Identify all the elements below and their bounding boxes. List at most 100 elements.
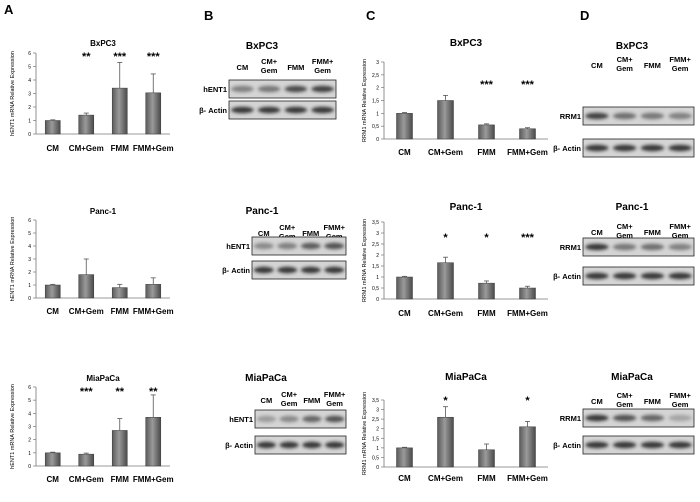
lane-label: Gem	[279, 232, 296, 241]
lane-label: FMM+	[669, 391, 691, 400]
y-tick-label: 1,5	[372, 264, 379, 270]
target-band	[640, 112, 665, 120]
category-label: FMM	[477, 309, 496, 318]
bar-fmm+gem	[145, 417, 162, 467]
lane-label: FMM	[644, 61, 661, 70]
chart-a-bxpc3: BxPC3 hENT1 mRNA Relative Expression 0 1 2 3 4…	[10, 39, 174, 153]
significance-marker: *	[484, 232, 489, 244]
significance-marker: ***	[480, 79, 494, 91]
lane-label: CM	[258, 229, 270, 238]
category-label: CM+Gem	[428, 148, 463, 157]
blot-title: BxPC3	[246, 41, 279, 52]
y-tick-label: 2	[28, 105, 31, 111]
actin-band	[585, 272, 609, 280]
y-tick-label: 2,5	[372, 73, 379, 79]
target-band	[284, 85, 308, 93]
chart-title: MiaPaCa	[445, 372, 487, 383]
actin-blot-strip	[251, 260, 347, 280]
y-axis-label: hENT1 mRNA Relative Expression	[10, 384, 16, 469]
actin-band	[311, 106, 334, 114]
actin-band	[640, 144, 665, 152]
target-blot-strip	[228, 79, 337, 99]
lane-label: Gem	[616, 231, 633, 240]
bar-fmm	[478, 282, 495, 300]
category-label: FMM+Gem	[507, 309, 548, 318]
significance-marker: ***	[80, 386, 94, 398]
target-band	[253, 242, 274, 250]
significance-marker: **	[82, 51, 91, 63]
target-band	[668, 112, 692, 120]
y-axis-label: RRM1 mRNA Relative Expression	[362, 392, 368, 475]
target-band	[640, 414, 665, 422]
target-band	[668, 243, 692, 251]
y-tick-label: 1	[376, 446, 379, 452]
panel-letter-d: D	[580, 8, 589, 23]
bar-cm	[44, 120, 61, 135]
blot-title: MiaPaCa	[245, 373, 287, 384]
lane-label: FMM+	[324, 223, 346, 232]
lane-label: FMM	[303, 396, 320, 405]
y-tick-label: 3	[28, 425, 31, 431]
lane-label: FMM+	[669, 222, 691, 231]
y-tick-label: 3	[376, 408, 379, 414]
actin-band	[325, 441, 345, 449]
chart-title: Panc-1	[90, 207, 117, 216]
bar-cm	[396, 113, 413, 140]
target-band	[612, 414, 637, 422]
y-tick-label: 2	[376, 86, 379, 92]
chart-title: Panc-1	[450, 202, 483, 213]
actin-blot-strip	[254, 435, 347, 455]
y-tick-label: 3,5	[372, 398, 379, 404]
actin-band	[253, 266, 274, 274]
actin-band	[284, 106, 308, 114]
chart-c-bxpc3: BxPC3 RRM1 mRNA Relative Expression 0 0,5 1 1…	[362, 38, 548, 157]
target-band	[668, 414, 692, 422]
actin-band	[612, 144, 637, 152]
y-tick-label: 1	[28, 119, 31, 125]
lane-label: FMM+	[312, 57, 334, 66]
lane-label: CM+	[617, 222, 634, 231]
significance-marker: *	[443, 395, 448, 407]
actin-band	[302, 441, 322, 449]
panel-letter-b: B	[204, 8, 213, 23]
target-band	[585, 243, 609, 251]
lane-label: Gem	[672, 231, 689, 240]
actin-blot-strip	[582, 266, 695, 286]
target-band	[256, 415, 276, 423]
bar-fmm+gem	[145, 284, 162, 299]
y-tick-label: 2,5	[372, 242, 379, 248]
lane-label: CM+	[617, 55, 634, 64]
y-tick-label: 0	[28, 296, 31, 302]
bar-cm+gem	[437, 262, 454, 300]
y-axis-label: hENT1 mRNA Relative Expression	[10, 217, 16, 302]
actin-marker-label: β- Actin	[553, 272, 581, 281]
target-band	[302, 415, 322, 423]
target-blot-strip	[582, 408, 695, 428]
y-tick-label: 3	[28, 257, 31, 263]
category-label: FMM+Gem	[507, 474, 548, 483]
bar-cm+gem	[78, 274, 95, 299]
category-label: CM	[398, 474, 411, 483]
actin-blot-strip	[582, 435, 695, 455]
lane-label: CM+	[279, 223, 296, 232]
blot-title: Panc-1	[616, 202, 649, 213]
blot-title: BxPC3	[616, 41, 649, 52]
bar-cm	[396, 447, 413, 468]
actin-band	[300, 266, 321, 274]
y-tick-label: 4	[28, 244, 31, 250]
target-marker-label: hENT1	[226, 242, 250, 251]
lane-label: FMM	[302, 229, 319, 238]
actin-band	[640, 272, 665, 280]
target-band	[324, 242, 345, 250]
bar-fmm	[111, 87, 128, 135]
target-band	[585, 414, 609, 422]
bar-charts: BxPC3 hENT1 mRNA Relative Expression 0 1 2 3 4…	[10, 38, 548, 484]
lane-label: Gem	[616, 64, 633, 73]
lane-label: CM+	[261, 57, 278, 66]
significance-marker: *	[443, 232, 448, 244]
lane-label: Gem	[672, 400, 689, 409]
target-blot-strip	[582, 237, 695, 257]
actin-marker-label: β- Actin	[553, 144, 581, 153]
category-label: CM	[47, 307, 60, 316]
